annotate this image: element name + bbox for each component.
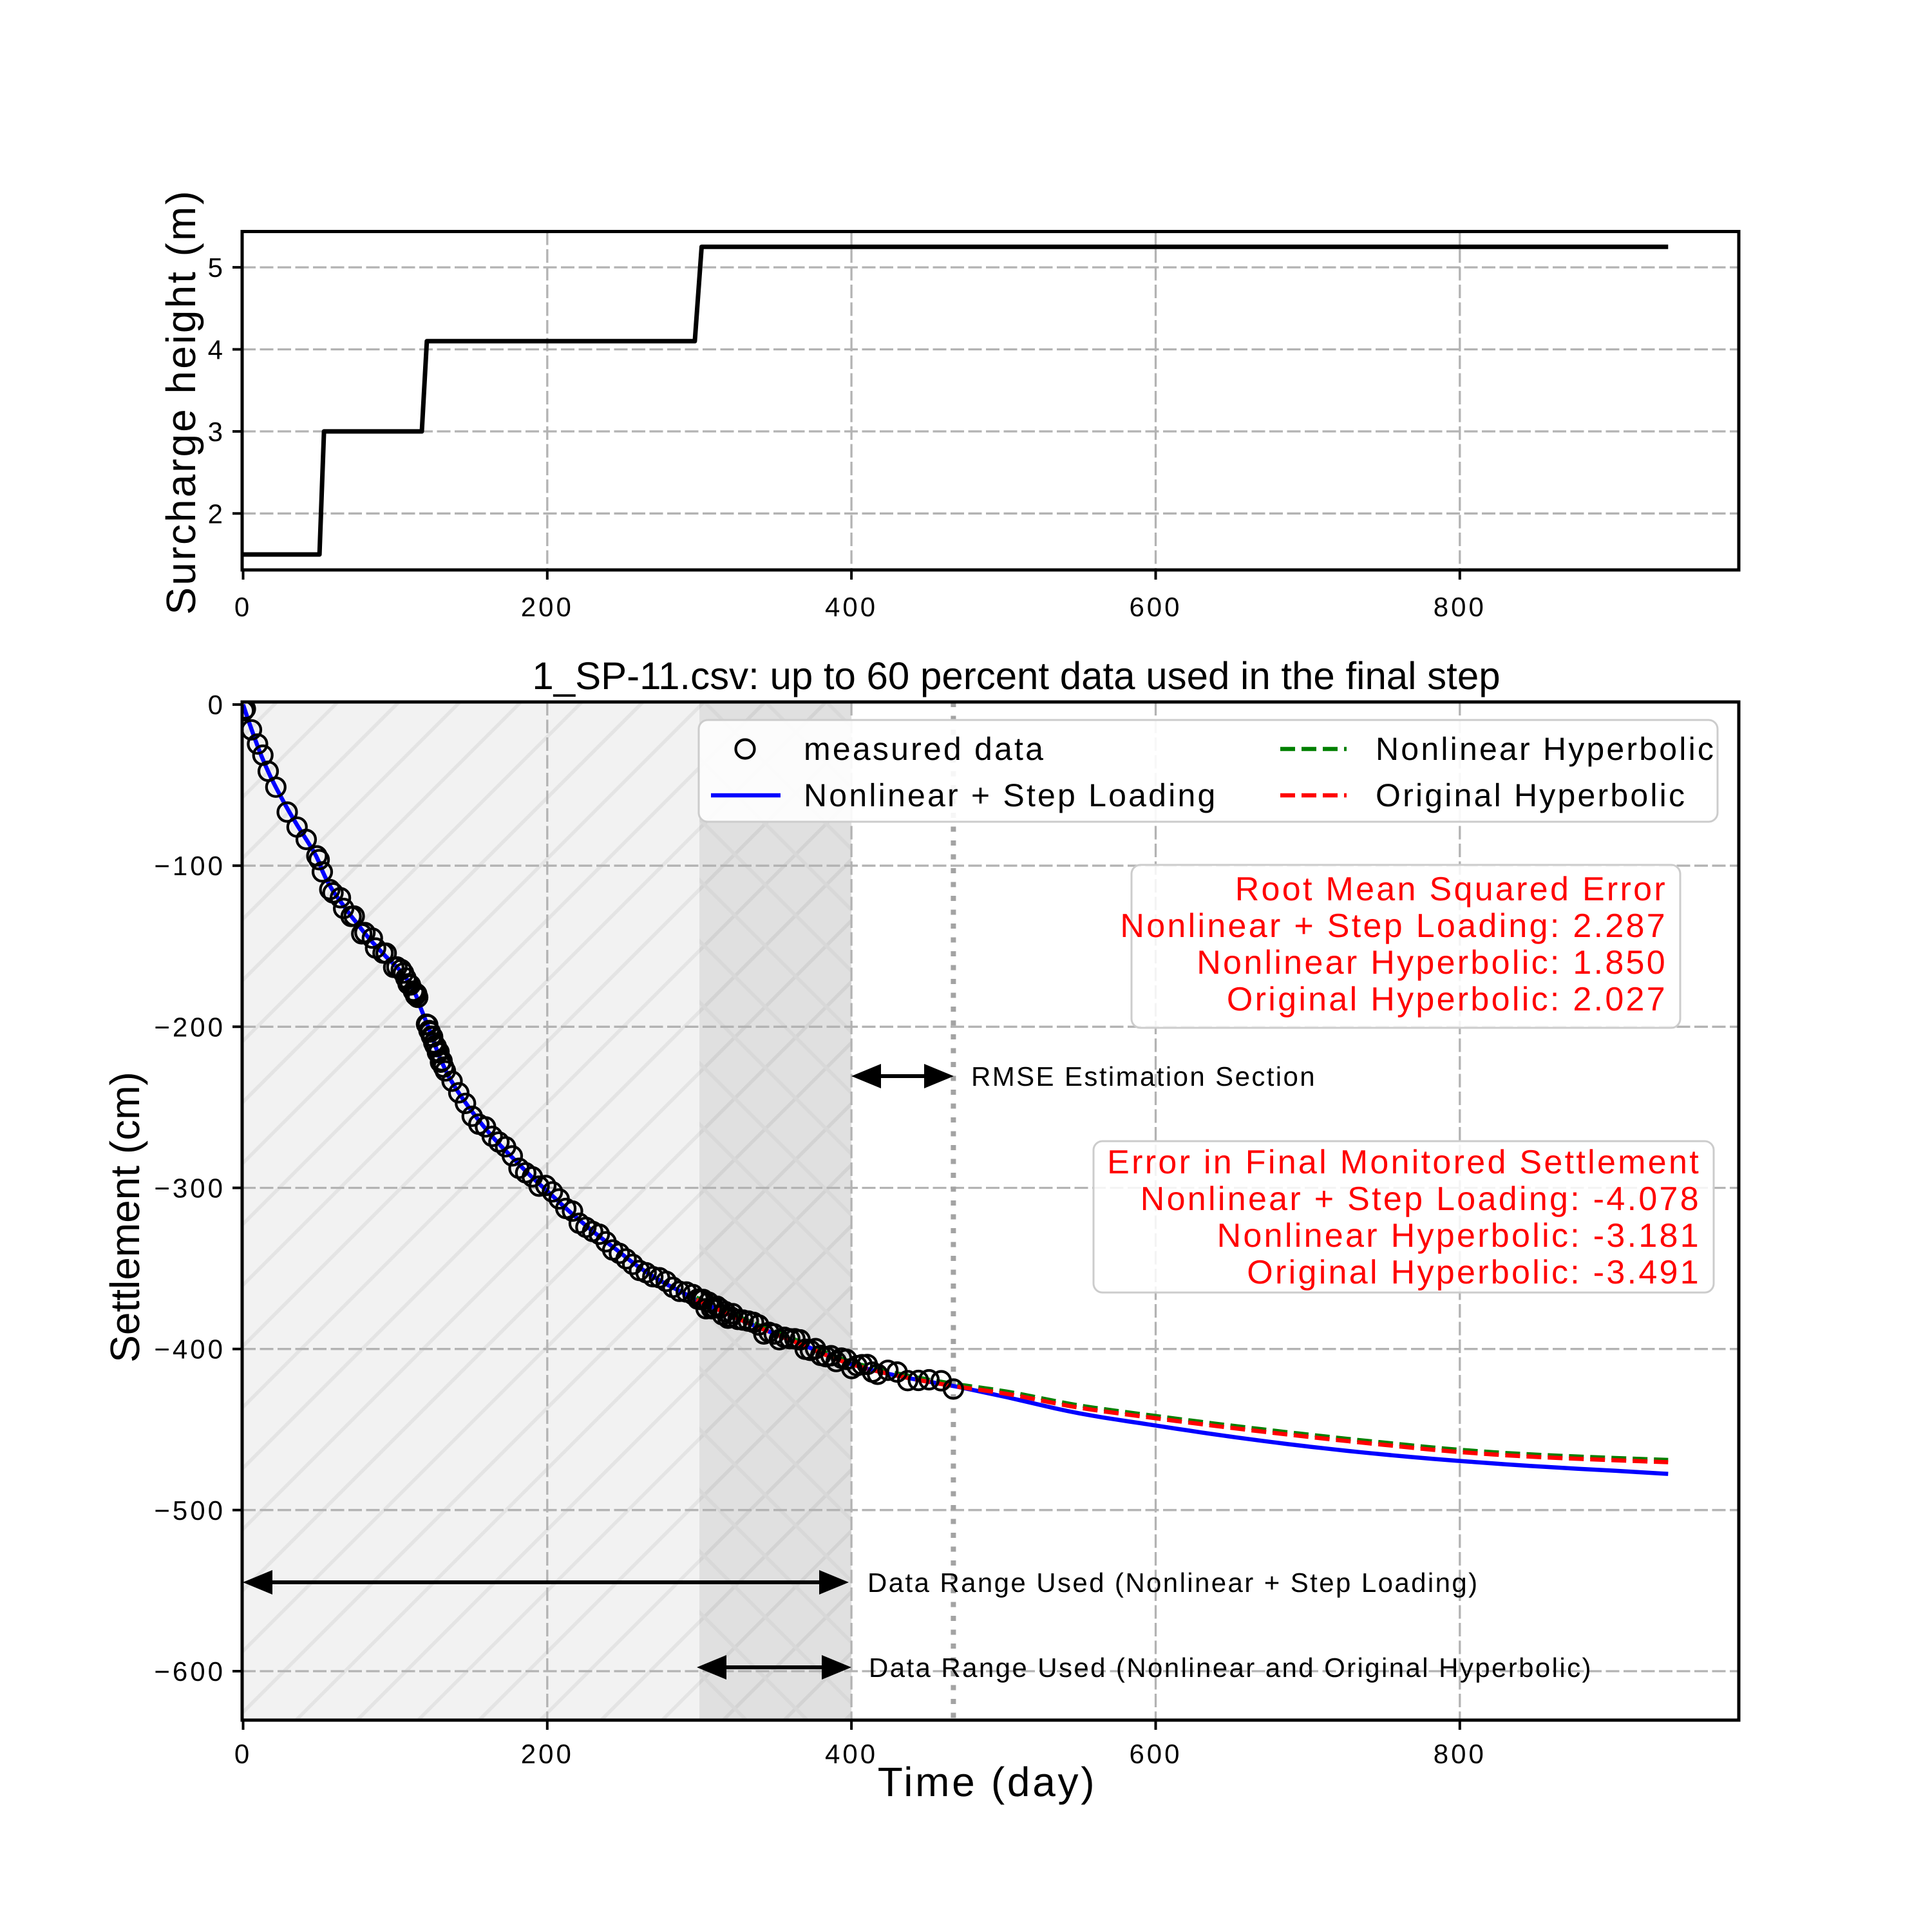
svg-text:0: 0 xyxy=(234,592,252,622)
svg-text:600: 600 xyxy=(1129,1739,1182,1769)
svg-text:Surcharge height (m): Surcharge height (m) xyxy=(158,189,204,614)
svg-text:RMSE Estimation Section: RMSE Estimation Section xyxy=(971,1061,1316,1092)
svg-text:Root Mean Squared Error: Root Mean Squared Error xyxy=(1235,871,1667,908)
svg-text:600: 600 xyxy=(1129,592,1182,622)
svg-text:−200: −200 xyxy=(154,1012,225,1042)
svg-text:Settlement (cm): Settlement (cm) xyxy=(102,1072,148,1363)
svg-text:1_SP-11.csv: up to 60 percent: 1_SP-11.csv: up to 60 percent data used … xyxy=(532,654,1500,697)
svg-text:Nonlinear + Step Loading: Nonlinear + Step Loading xyxy=(804,777,1218,813)
svg-text:Original Hyperbolic: Original Hyperbolic xyxy=(1376,777,1687,813)
svg-text:0: 0 xyxy=(208,690,225,720)
svg-text:Time (day): Time (day) xyxy=(878,1759,1097,1805)
svg-text:3: 3 xyxy=(208,417,225,447)
svg-text:−600: −600 xyxy=(154,1656,225,1687)
svg-text:−300: −300 xyxy=(154,1173,225,1204)
svg-text:5: 5 xyxy=(208,252,225,283)
svg-text:Nonlinear + Step Loading: -4.0: Nonlinear + Step Loading: -4.078 xyxy=(1141,1180,1701,1218)
svg-text:800: 800 xyxy=(1434,1739,1486,1769)
svg-text:200: 200 xyxy=(521,1739,574,1769)
svg-text:Nonlinear Hyperbolic: 1.850: Nonlinear Hyperbolic: 1.850 xyxy=(1197,944,1667,981)
svg-text:−100: −100 xyxy=(154,851,225,881)
svg-text:Nonlinear + Step Loading: 2.28: Nonlinear + Step Loading: 2.287 xyxy=(1120,907,1667,945)
svg-text:0: 0 xyxy=(234,1739,252,1769)
svg-text:measured data: measured data xyxy=(804,731,1045,767)
svg-text:Error in Final Monitored Settl: Error in Final Monitored Settlement xyxy=(1107,1144,1701,1181)
svg-text:Original Hyperbolic: -3.491: Original Hyperbolic: -3.491 xyxy=(1247,1254,1701,1291)
svg-text:400: 400 xyxy=(825,592,878,622)
svg-text:400: 400 xyxy=(825,1739,878,1769)
svg-text:−500: −500 xyxy=(154,1495,225,1526)
svg-text:4: 4 xyxy=(208,335,225,365)
svg-text:Nonlinear Hyperbolic: -3.181: Nonlinear Hyperbolic: -3.181 xyxy=(1217,1217,1701,1255)
svg-text:Nonlinear Hyperbolic: Nonlinear Hyperbolic xyxy=(1376,731,1716,767)
svg-text:Original Hyperbolic: 2.027: Original Hyperbolic: 2.027 xyxy=(1227,981,1667,1018)
svg-text:200: 200 xyxy=(521,592,574,622)
svg-text:Data Range Used (Nonlinear and: Data Range Used (Nonlinear and Original … xyxy=(869,1653,1593,1683)
svg-text:800: 800 xyxy=(1434,592,1486,622)
svg-text:−400: −400 xyxy=(154,1334,225,1365)
svg-text:2: 2 xyxy=(208,498,225,529)
svg-text:Data Range Used (Nonlinear + S: Data Range Used (Nonlinear + Step Loadin… xyxy=(867,1567,1479,1598)
